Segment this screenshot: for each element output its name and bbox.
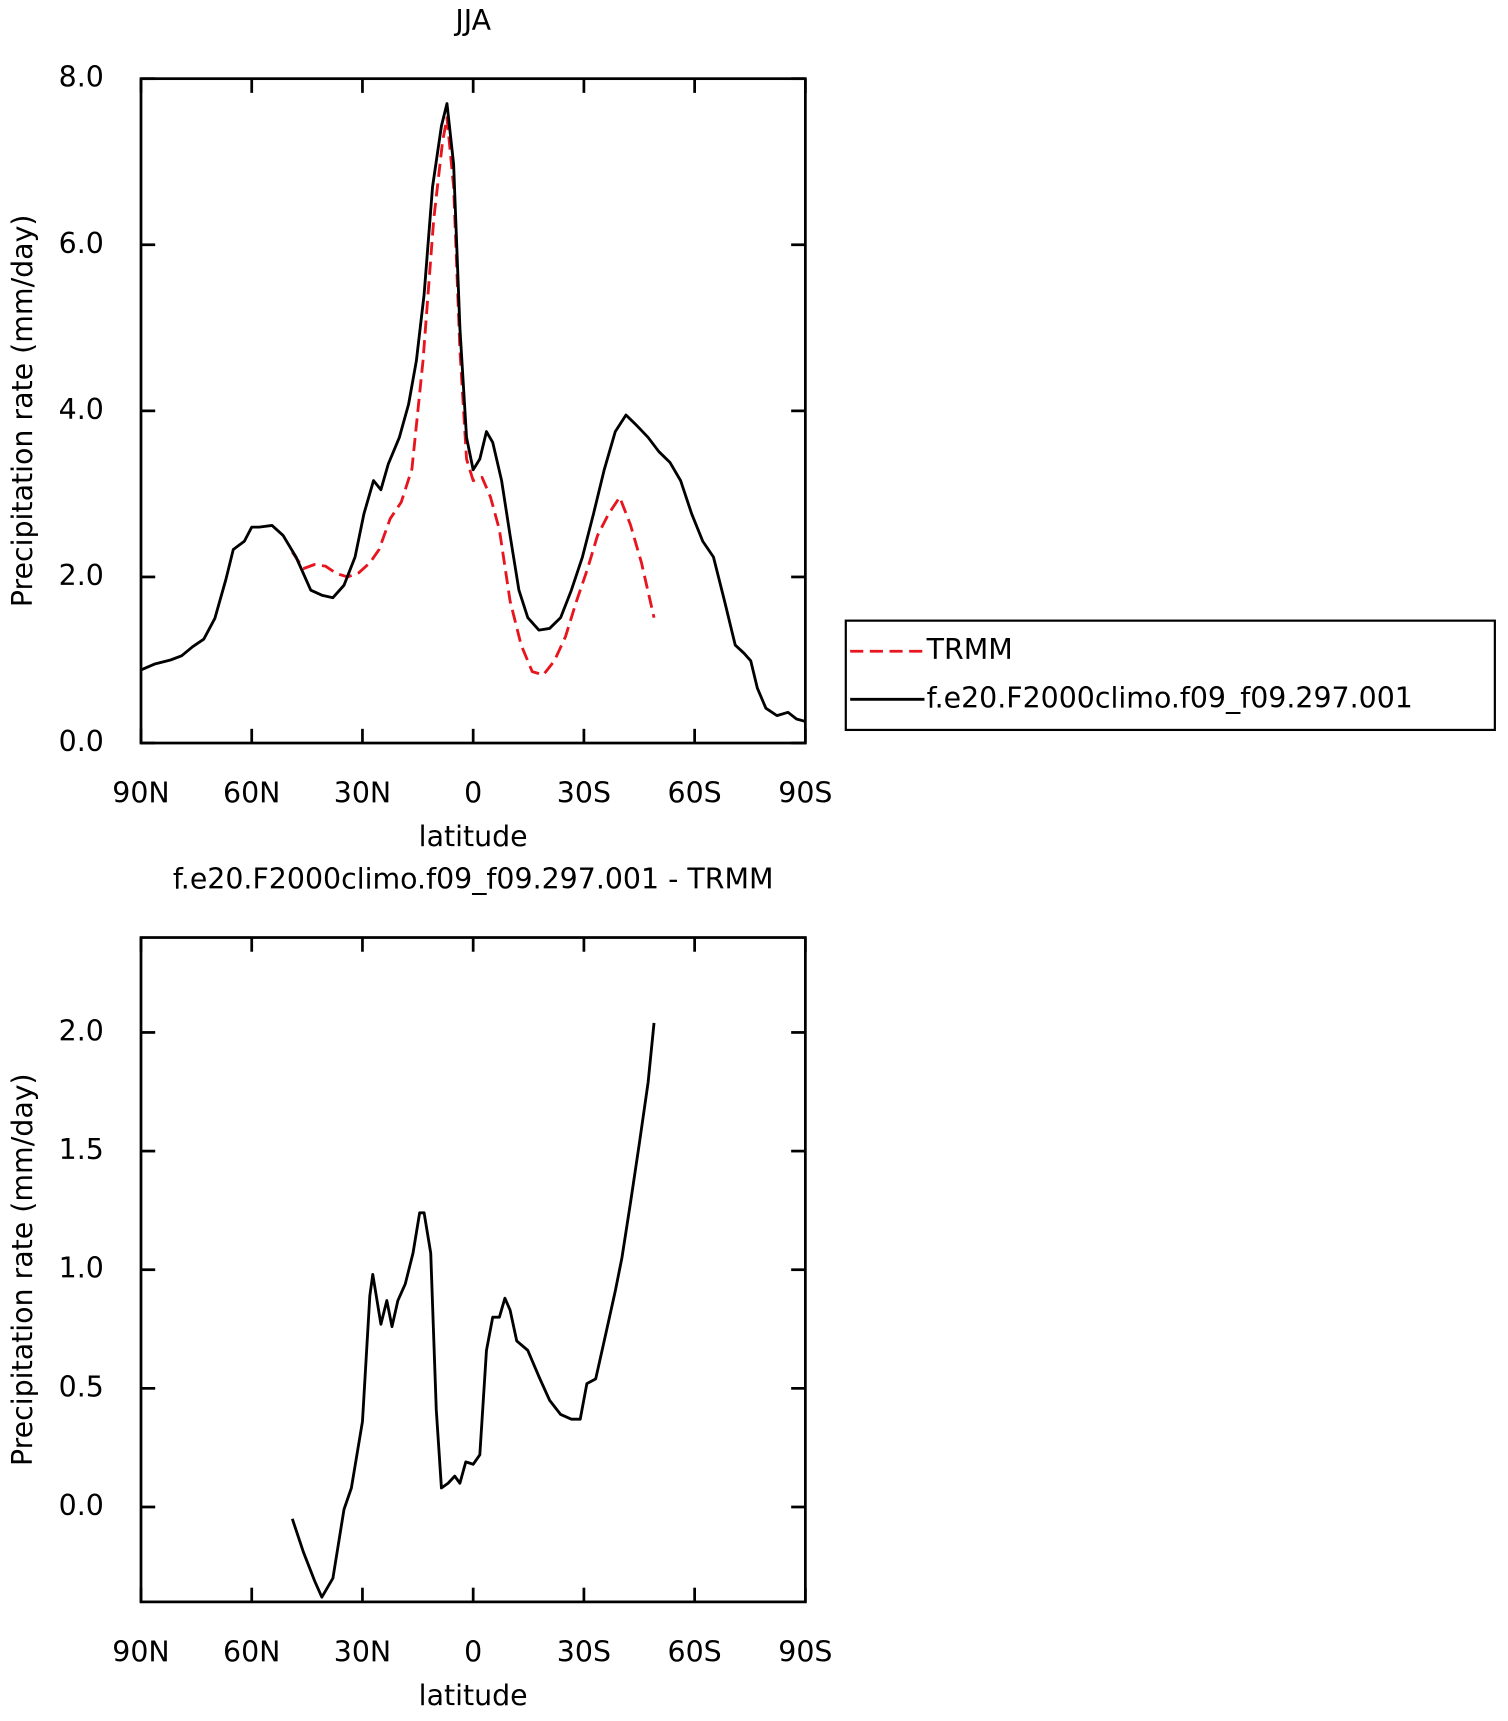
y-axis-label: Precipitation rate (mm/day) — [6, 215, 39, 608]
x-tick-label: 60S — [668, 1635, 722, 1668]
y-tick-label: 4.0 — [59, 393, 104, 426]
data-line — [140, 102, 806, 723]
x-tick-label: 30S — [557, 776, 611, 809]
data-line — [290, 1022, 656, 1599]
y-tick-label: 2.0 — [59, 1014, 104, 1047]
x-tick-label: 0 — [464, 776, 482, 809]
x-tick-label: 60N — [223, 776, 280, 809]
x-axis-label: latitude — [419, 1679, 528, 1712]
x-tick-label: 0 — [464, 1635, 482, 1668]
y-tick-label: 0.5 — [59, 1370, 104, 1403]
x-tick-label: 90S — [778, 1635, 832, 1668]
x-tick-label: 60S — [668, 776, 722, 809]
y-axis-label: Precipitation rate (mm/day) — [6, 1073, 39, 1466]
y-tick-label: 2.0 — [59, 559, 104, 592]
y-tick-label: 0.0 — [59, 1489, 104, 1522]
y-tick-label: 1.0 — [59, 1252, 104, 1285]
x-tick-label: 30N — [334, 1635, 391, 1668]
plot-frame — [139, 936, 807, 1604]
x-tick-label: 90S — [778, 776, 832, 809]
x-tick-label: 30S — [557, 1635, 611, 1668]
x-tick-label: 90N — [112, 1635, 169, 1668]
x-tick-label: 90N — [112, 776, 169, 809]
plot-frame — [139, 77, 807, 745]
legend-label: f.e20.F2000climo.f09_f09.297.001 — [927, 681, 1413, 714]
y-tick-label: 0.0 — [59, 725, 104, 758]
x-tick-label: 30N — [334, 776, 391, 809]
y-tick-label: 8.0 — [59, 61, 104, 94]
legend-box — [844, 619, 1496, 732]
y-tick-label: 1.5 — [59, 1133, 104, 1166]
y-tick-label: 6.0 — [59, 227, 104, 260]
chart-title: f.e20.F2000climo.f09_f09.297.001 - TRMM — [173, 863, 774, 896]
data-line — [291, 116, 656, 677]
x-tick-label: 60N — [223, 1635, 280, 1668]
x-axis-label: latitude — [419, 820, 528, 853]
legend-label: TRMM — [926, 633, 1013, 666]
chart-title: JJA — [453, 4, 491, 37]
